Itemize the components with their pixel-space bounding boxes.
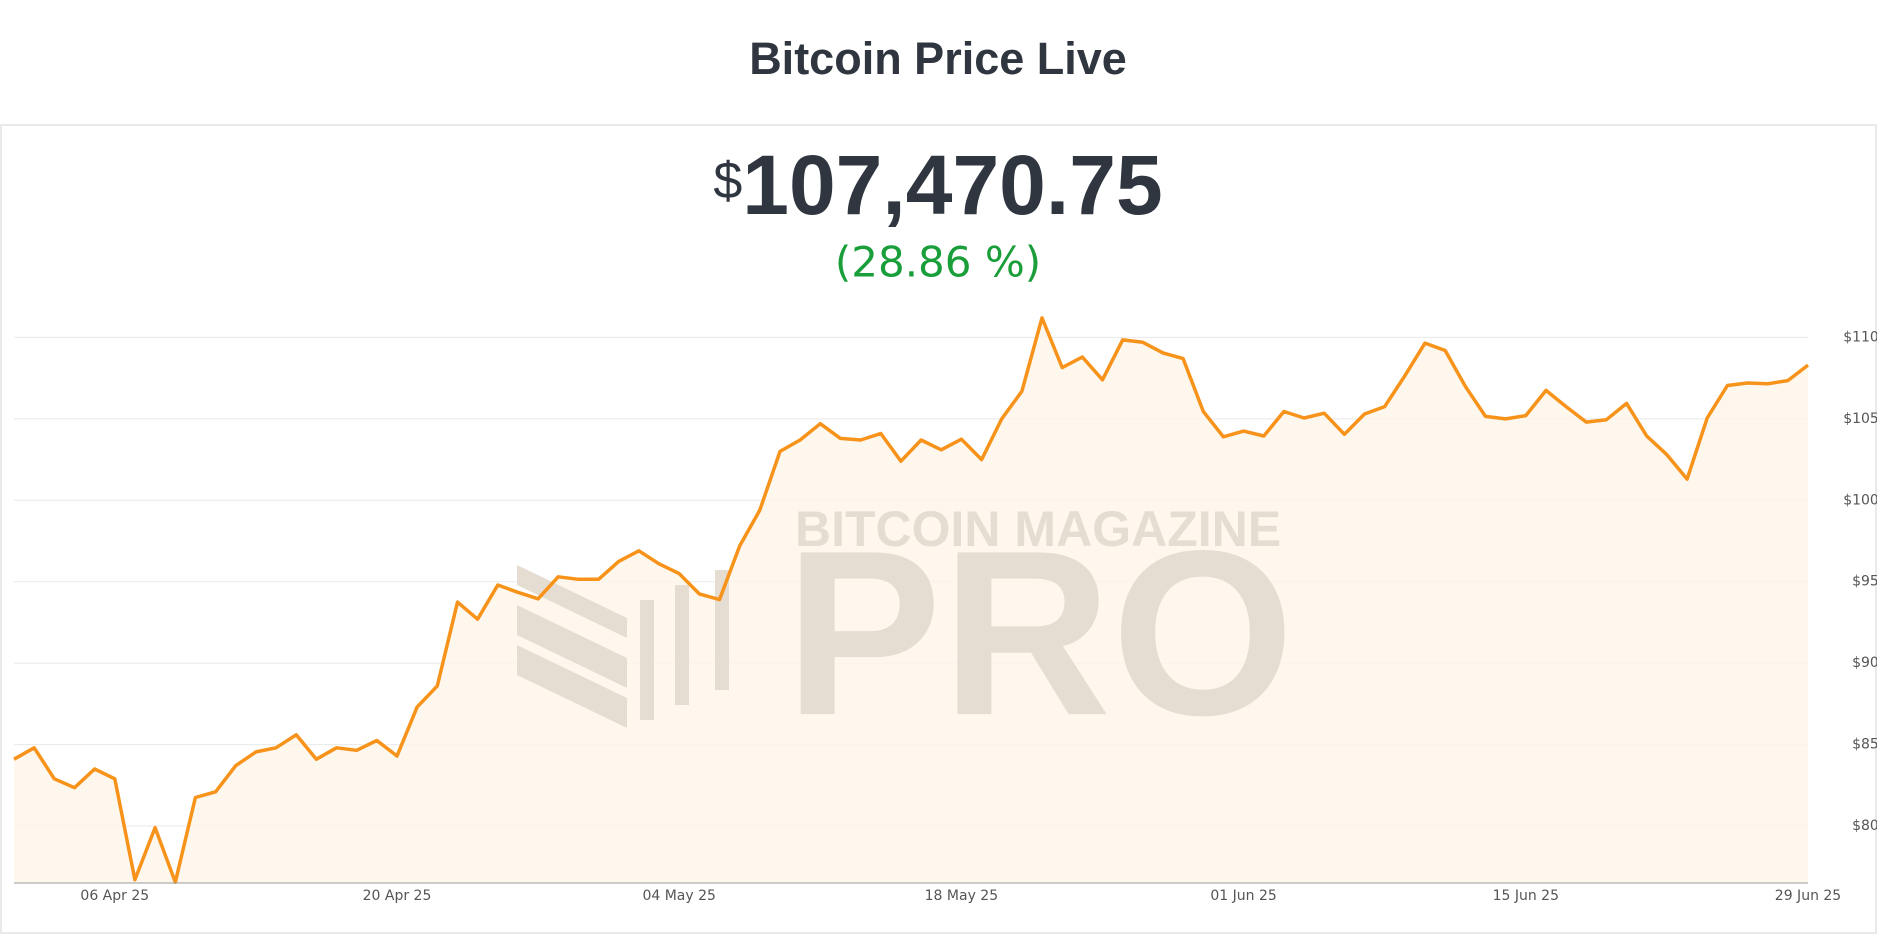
logo-stripe [517,605,627,688]
logo-bar [675,585,689,705]
x-tick-label: 20 Apr 25 [363,888,432,904]
y-tick-label: $90,000 [1852,655,1877,671]
y-tick-label: $110,000 [1843,329,1877,345]
watermark: BITCOIN MAGAZINE PRO [517,501,1294,764]
logo-stripe [517,565,627,638]
price: $107,470.75 [713,138,1162,232]
price-change: (28.86 %) [835,238,1041,287]
y-tick-label: $100,000 [1843,492,1877,508]
page-title: Bitcoin Price Live [749,33,1127,84]
y-tick-label: $80,000 [1852,818,1877,834]
x-tick-label: 01 Jun 25 [1210,888,1276,904]
logo-stripe [517,645,627,728]
x-tick-label: 04 May 25 [642,888,715,904]
price-value: 107,470.75 [742,138,1162,232]
area [14,317,1808,883]
watermark-text: PRO [785,501,1294,764]
price-line [13,316,1810,884]
x-tick-label: 15 Jun 25 [1493,888,1559,904]
x-tick-label: 18 May 25 [925,888,998,904]
x-tick-label: 06 Apr 25 [80,888,149,904]
price-symbol: $ [713,152,742,210]
y-tick-label: $95,000 [1852,574,1877,590]
y-tick-label: $85,000 [1852,737,1877,753]
watermark-text: BITCOIN MAGAZINE [795,501,1281,557]
logo-bar [640,600,654,720]
x-tick-label: 29 Jun 25 [1775,888,1841,904]
y-tick-label: $105,000 [1843,411,1877,427]
